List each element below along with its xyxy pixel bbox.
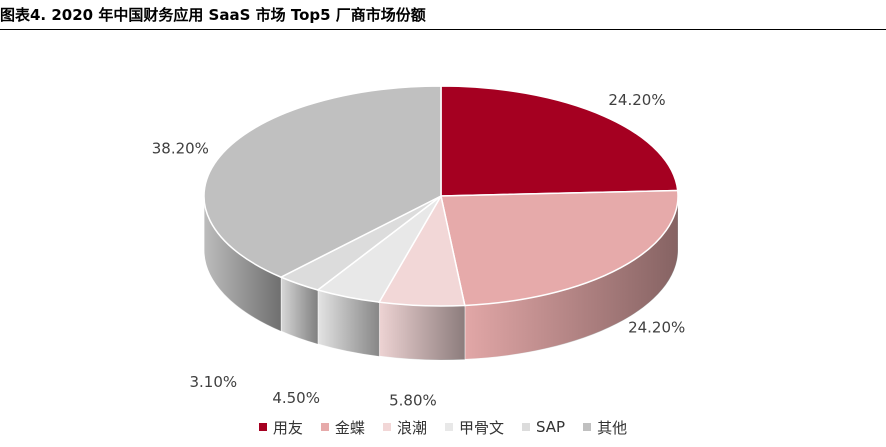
legend: 用友 金蝶 浪潮 甲骨文 SAP 其他: [0, 414, 886, 440]
pie-side-walls: [203, 195, 679, 361]
pie-side-shading: [280, 277, 318, 344]
data-label-金蝶: 24.20%: [628, 318, 685, 336]
pie-slice-其他: [203, 85, 442, 278]
data-label-其他: 38.20%: [152, 139, 209, 157]
legend-label: 浪潮: [396, 418, 427, 437]
legend-swatch: [258, 423, 267, 431]
pie-side-shading: [379, 302, 465, 360]
legend-item-浪潮: 浪潮: [382, 417, 427, 438]
pie-side-shading: [317, 289, 380, 357]
data-label-SAP: 3.10%: [189, 373, 237, 391]
title-divider: [0, 29, 886, 30]
legend-item-用友: 用友: [258, 417, 303, 438]
pie-side-shading: [464, 196, 678, 360]
legend-label: 金蝶: [334, 418, 365, 437]
pie-data-labels: 24.20% 24.20% 5.80% 4.50% 3.10% 38.20%: [152, 91, 686, 410]
data-label-甲骨文: 4.50%: [272, 389, 320, 407]
legend-item-金蝶: 金蝶: [320, 417, 365, 438]
pie-slice-金蝶: [440, 189, 679, 307]
legend-label: SAP: [535, 418, 566, 436]
legend-swatch: [382, 423, 391, 431]
legend-swatch: [444, 423, 453, 431]
pie-top-faces: [203, 85, 679, 307]
legend-item-SAP: SAP: [521, 418, 566, 436]
legend-item-其他: 其他: [583, 417, 627, 438]
chart-title: 图表4. 2020 年中国财务应用 SaaS 市场 Top5 厂商市场份额: [0, 6, 426, 24]
legend-label: 其他: [597, 418, 628, 437]
legend-label: 甲骨文: [458, 418, 504, 437]
legend-item-甲骨文: 甲骨文: [444, 417, 504, 438]
legend-swatch: [521, 423, 530, 431]
data-label-用友: 24.20%: [608, 91, 665, 109]
data-label-浪潮: 5.80%: [389, 391, 437, 409]
legend-swatch: [583, 423, 592, 431]
pie-side-shading: [204, 196, 281, 332]
pie-slice-用友: [440, 85, 679, 197]
legend-label: 用友: [272, 418, 303, 437]
legend-swatch: [320, 423, 329, 431]
